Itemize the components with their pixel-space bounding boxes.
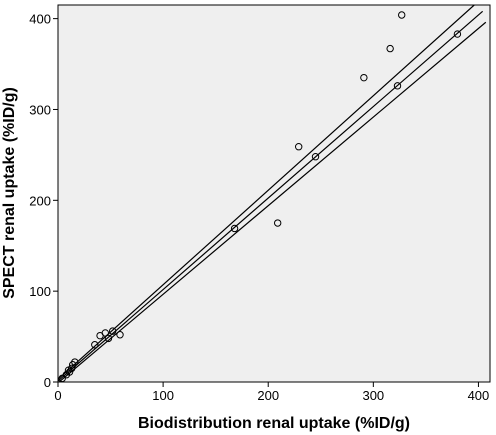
x-axis-label: Biodistribution renal uptake (%ID/g) — [138, 415, 410, 432]
data-point — [311, 153, 320, 161]
data-point — [62, 371, 71, 379]
data-point — [96, 331, 104, 340]
y-tick-label: 400 — [29, 12, 51, 27]
x-tick-label: 100 — [152, 388, 174, 403]
y-tick-label: 200 — [29, 193, 51, 208]
data-point — [58, 374, 66, 382]
x-tick-label: 200 — [257, 388, 279, 403]
data-point — [360, 73, 368, 82]
plot-content — [58, 5, 487, 382]
fit-line — [58, 5, 475, 380]
data-point — [273, 219, 282, 227]
data-point — [453, 30, 462, 38]
data-point — [108, 327, 117, 335]
x-tick-label: 300 — [362, 388, 384, 403]
data-point — [386, 44, 394, 53]
y-tick-label: 0 — [44, 375, 51, 390]
x-tick-label: 0 — [54, 388, 61, 403]
y-axis-label: SPECT renal uptake (%ID/g) — [1, 87, 18, 299]
data-point — [64, 366, 73, 374]
data-point — [398, 11, 406, 19]
data-point — [91, 341, 99, 349]
data-point — [295, 143, 303, 151]
data-point — [230, 224, 239, 233]
data-point — [69, 361, 77, 369]
fit-line — [58, 10, 484, 382]
y-tick-label: 100 — [29, 284, 51, 299]
x-tick-label: 400 — [468, 388, 490, 403]
data-point — [116, 331, 124, 339]
fit-line — [58, 21, 487, 382]
data-point — [393, 82, 402, 90]
data-point — [104, 334, 113, 343]
y-tick-label: 300 — [29, 102, 51, 117]
